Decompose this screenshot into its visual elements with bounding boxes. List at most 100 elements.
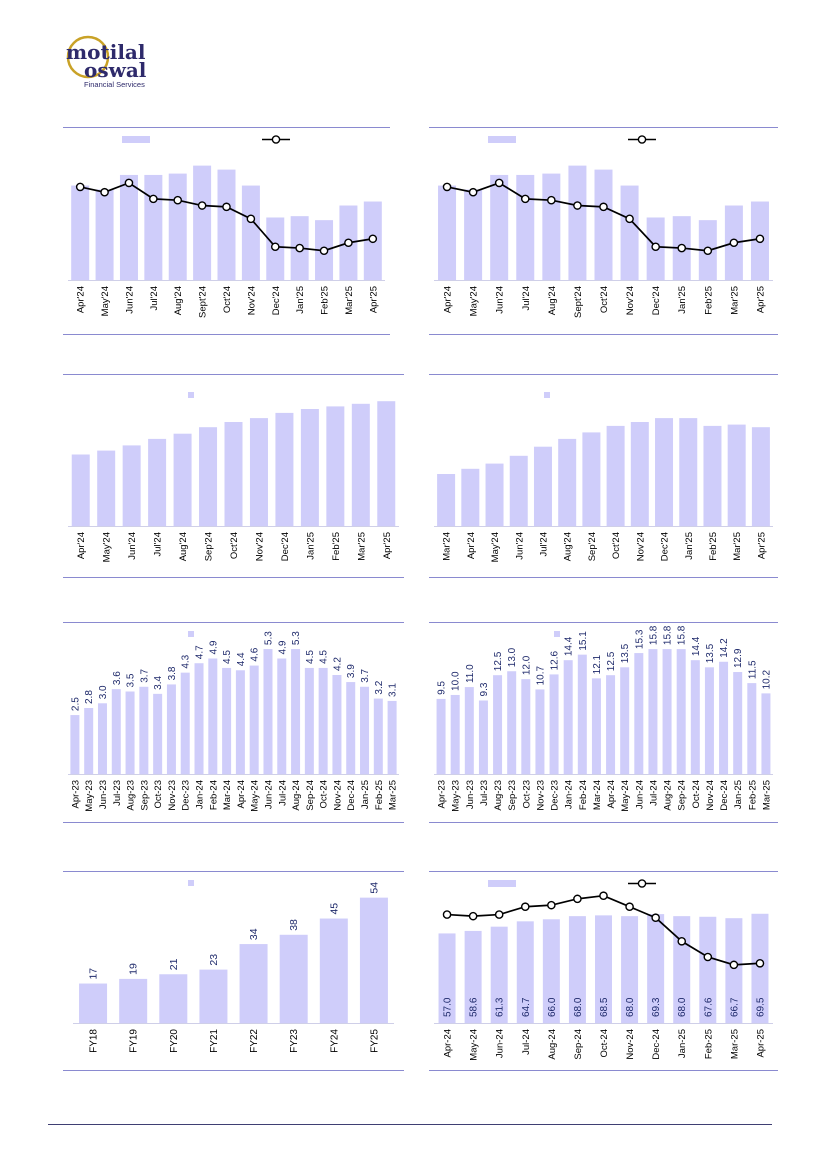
x-tick-label: Sept'24 (198, 286, 209, 318)
data-label: 66.0 (547, 997, 558, 1017)
chart-panel-2: Apr'24 May'24 Jun'24 Jul'24 Aug'24 Sept'24 Oct… (429, 127, 778, 335)
x-tick-label: May-24 (469, 1029, 480, 1061)
legend-line-marker (637, 135, 647, 144)
bar-Jun-24 (490, 926, 508, 1023)
bar-Jul-24 (516, 921, 534, 1023)
x-tick-label: Mar'25 (732, 532, 743, 561)
x-tick-label: Sep'24 (204, 532, 215, 561)
x-tick-label: Mar'24 (442, 532, 453, 561)
x-tick-label: Jan-25 (360, 780, 371, 809)
data-label: 12.0 (521, 655, 532, 675)
bar-Apr-24 (606, 675, 616, 774)
data-label: 12.5 (606, 651, 617, 671)
bar-May'24 (95, 189, 114, 280)
bar-Jan-24 (563, 660, 573, 774)
bar-Jan-24 (194, 663, 204, 774)
bar-Mar-25 (725, 918, 743, 1023)
bar-Oct'24 (606, 425, 625, 526)
data-label: 4.3 (181, 654, 192, 668)
bar-May-23 (84, 708, 94, 774)
bar-Oct-24 (318, 667, 328, 774)
data-label: 66.7 (729, 997, 740, 1017)
x-tick-label: Mar-25 (729, 1029, 740, 1059)
data-label: 54 (368, 882, 380, 894)
bar-Aug'24 (173, 433, 192, 526)
bar-Nov'24 (630, 422, 649, 526)
x-tick-label: Oct-23 (521, 780, 532, 809)
x-tick-label: Jun'24 (127, 532, 138, 560)
data-label: 34 (248, 928, 260, 940)
bar-Feb-24 (577, 654, 587, 774)
bar-May-24 (620, 667, 630, 774)
bar-May-23 (450, 694, 460, 774)
x-tick-label: Mar-24 (592, 780, 603, 810)
bar-FY19 (119, 978, 148, 1023)
bar-Sep-24 (676, 649, 686, 774)
line-point-Jul-24 (520, 902, 530, 912)
data-label: 4.6 (250, 647, 261, 661)
bar-Apr'24 (438, 185, 457, 280)
bar-Feb-25 (373, 698, 383, 774)
line-point-Mar'25 (729, 238, 739, 248)
chart-panel-4: Mar'24 Apr'24 May'24 Jun'24 Jul'24 Aug'24 Sep'… (429, 374, 778, 578)
bar-Dec'24 (655, 418, 674, 526)
bar-Apr-24 (235, 670, 245, 774)
x-tick-label: Apr-24 (236, 780, 247, 809)
data-label: 19 (128, 963, 140, 975)
data-label: 69.5 (755, 997, 766, 1017)
x-tick-label: Feb-25 (374, 780, 385, 810)
bar-Aug-24 (291, 649, 301, 774)
bar-Apr'25 (377, 401, 396, 526)
bar-May'24 (97, 450, 116, 526)
data-label: 10.7 (535, 666, 546, 686)
x-tick-label: Nov-24 (705, 780, 716, 811)
x-tick-label: Aug-24 (291, 780, 302, 811)
x-tick-label: Jun-23 (465, 780, 476, 809)
bar-Nov'24 (249, 418, 268, 526)
line-point-Jan'25 (295, 243, 304, 253)
x-tick-label: Nov-24 (332, 780, 343, 811)
bar-Dec-23 (549, 674, 559, 774)
bar-Apr-24 (438, 933, 456, 1023)
data-label: 13.5 (705, 643, 716, 663)
data-label: 15.8 (677, 625, 688, 645)
line-point-Apr'25 (755, 234, 765, 244)
x-tick-label: Mar-25 (761, 780, 772, 810)
bar-Jun'24 (509, 455, 528, 526)
x-tick-label: Oct-24 (691, 780, 702, 809)
bar-Aug-24 (542, 919, 560, 1023)
x-tick-label: Oct-24 (319, 780, 330, 809)
x-tick-label: FY21 (209, 1029, 220, 1053)
bar-Sep'24 (582, 432, 601, 526)
bar-Dec-23 (180, 672, 190, 774)
x-tick-label: May'24 (102, 532, 113, 562)
x-tick-label: Jun'24 (514, 532, 525, 560)
x-tick-label: Jan'25 (305, 532, 316, 560)
bar-Aug'24 (542, 173, 561, 280)
line-point-Sept'24 (573, 201, 582, 210)
x-tick-label: Aug'24 (173, 286, 184, 315)
line-point-Oct-24 (599, 891, 608, 901)
chart-panel-1: Apr'24 May'24 Jun'24 Jul'24 Aug'24 Sept'24 Oct… (63, 127, 390, 335)
chart-4-svg: Mar'24 Apr'24 May'24 Jun'24 Jul'24 Aug'24 Sep'… (429, 374, 778, 578)
data-label: 4.5 (319, 650, 330, 664)
x-tick-label: Mar-24 (222, 780, 233, 810)
x-tick-label: Apr'25 (368, 286, 379, 313)
x-tick-label: Sept'24 (573, 286, 584, 318)
x-tick-label: Apr-23 (70, 780, 81, 809)
chart-panel-5: 2.5 Apr-23 2.8 May-23 3.0 Jun-23 3.6 Jul-23 3.5 A… (63, 622, 404, 823)
line-point-Feb'25 (703, 246, 713, 256)
data-label: 15.1 (578, 631, 589, 651)
line-point-Jan-25 (677, 936, 687, 946)
x-tick-label: Jul-24 (521, 1029, 532, 1055)
x-tick-label: Jan-24 (195, 780, 206, 809)
x-tick-label: Dec-23 (181, 780, 192, 811)
line-point-Jan'25 (677, 243, 687, 253)
x-tick-label: Dec-24 (346, 780, 357, 811)
data-label: 3.0 (98, 685, 109, 699)
data-label: 69.3 (651, 997, 662, 1017)
bar-Mar'24 (437, 474, 456, 526)
bar-Nov-24 (704, 667, 714, 774)
bar-Aug'24 (558, 438, 577, 526)
data-label: 2.8 (84, 690, 95, 704)
